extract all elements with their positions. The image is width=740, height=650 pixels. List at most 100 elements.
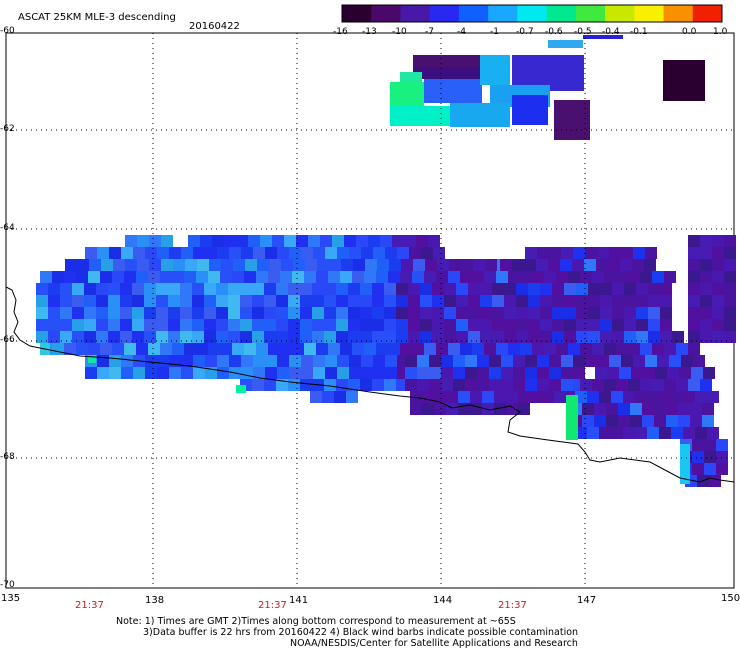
data-cell xyxy=(525,379,537,391)
data-cell xyxy=(582,403,594,415)
data-cell xyxy=(688,343,700,355)
data-cell xyxy=(530,391,542,403)
data-cell xyxy=(48,331,60,343)
data-cell xyxy=(518,403,530,415)
data-cell xyxy=(376,271,388,283)
data-cell xyxy=(724,295,736,307)
data-cell xyxy=(425,259,437,271)
data-cell xyxy=(636,319,648,331)
data-cell xyxy=(348,307,360,319)
data-cell xyxy=(611,427,623,439)
x-axis-label: 135 xyxy=(1,593,21,604)
data-cell xyxy=(289,355,301,367)
data-cell xyxy=(216,319,228,331)
colorbar-label: 0.0 xyxy=(682,27,697,37)
data-cell xyxy=(76,343,88,355)
data-cell xyxy=(109,355,121,367)
data-cell xyxy=(516,331,528,343)
data-cell xyxy=(89,259,101,271)
data-cell xyxy=(216,283,228,295)
data-cell xyxy=(336,283,348,295)
data-cell xyxy=(540,307,552,319)
data-cell xyxy=(400,271,412,283)
data-cell xyxy=(724,235,736,247)
colorbar-swatch xyxy=(634,5,665,22)
data-cell xyxy=(310,391,322,403)
data-cell xyxy=(252,283,264,295)
data-cell xyxy=(60,295,72,307)
data-cell xyxy=(85,247,97,259)
data-cell xyxy=(96,331,108,343)
data-cell xyxy=(72,295,84,307)
data-cell xyxy=(648,295,660,307)
data-cell xyxy=(169,367,181,379)
data-cell xyxy=(161,259,173,271)
data-cell xyxy=(700,307,712,319)
data-cell xyxy=(432,295,444,307)
data-cell xyxy=(633,355,645,367)
colorbar-label: -13 xyxy=(362,27,377,37)
data-cell xyxy=(180,307,192,319)
data-cell xyxy=(652,343,664,355)
data-cell xyxy=(156,295,168,307)
data-cell xyxy=(137,235,149,247)
data-cell xyxy=(606,415,618,427)
data-cell xyxy=(616,271,628,283)
data-cell xyxy=(688,295,700,307)
data-cell xyxy=(623,427,635,439)
data-cell xyxy=(276,307,288,319)
data-cell xyxy=(264,331,276,343)
data-cell xyxy=(652,379,664,391)
data-cell xyxy=(501,355,513,367)
data-cell xyxy=(408,307,420,319)
data-cell xyxy=(548,40,583,48)
data-cell xyxy=(504,331,516,343)
data-cell xyxy=(643,367,655,379)
data-cell xyxy=(405,367,417,379)
data-cell xyxy=(384,379,396,391)
data-cell xyxy=(724,307,736,319)
data-cell xyxy=(180,295,192,307)
data-cell xyxy=(121,367,133,379)
data-cell xyxy=(109,247,121,259)
data-cell xyxy=(640,271,652,283)
data-cell xyxy=(700,295,712,307)
data-cell xyxy=(232,271,244,283)
data-cell xyxy=(205,355,217,367)
data-cell xyxy=(397,247,409,259)
data-cell xyxy=(420,283,432,295)
data-cell xyxy=(564,319,576,331)
data-cell xyxy=(640,343,652,355)
data-cell xyxy=(172,271,184,283)
data-cell xyxy=(240,307,252,319)
data-cell xyxy=(512,95,548,125)
data-cell xyxy=(441,367,453,379)
data-cell xyxy=(630,403,642,415)
data-cell xyxy=(716,463,728,475)
data-cell xyxy=(632,259,644,271)
data-cell xyxy=(204,307,216,319)
data-cell xyxy=(245,259,257,271)
data-cell xyxy=(432,283,444,295)
data-cell xyxy=(580,343,592,355)
data-cell xyxy=(619,367,631,379)
data-cell xyxy=(416,235,428,247)
data-cell xyxy=(372,379,384,391)
data-cell xyxy=(566,395,578,440)
data-cell xyxy=(220,343,232,355)
data-cell xyxy=(612,283,624,295)
data-cell xyxy=(409,247,421,259)
colorbar-swatch xyxy=(605,5,635,22)
data-cell xyxy=(108,307,120,319)
data-cell xyxy=(420,307,432,319)
data-cell xyxy=(506,403,518,415)
data-cell xyxy=(704,439,716,451)
data-cell xyxy=(480,55,510,85)
data-cell xyxy=(516,307,528,319)
data-cell xyxy=(600,295,612,307)
data-cell xyxy=(217,247,229,259)
data-cell xyxy=(336,295,348,307)
y-axis-label: -60 xyxy=(0,26,15,36)
data-cell xyxy=(594,415,606,427)
data-cell xyxy=(520,343,532,355)
